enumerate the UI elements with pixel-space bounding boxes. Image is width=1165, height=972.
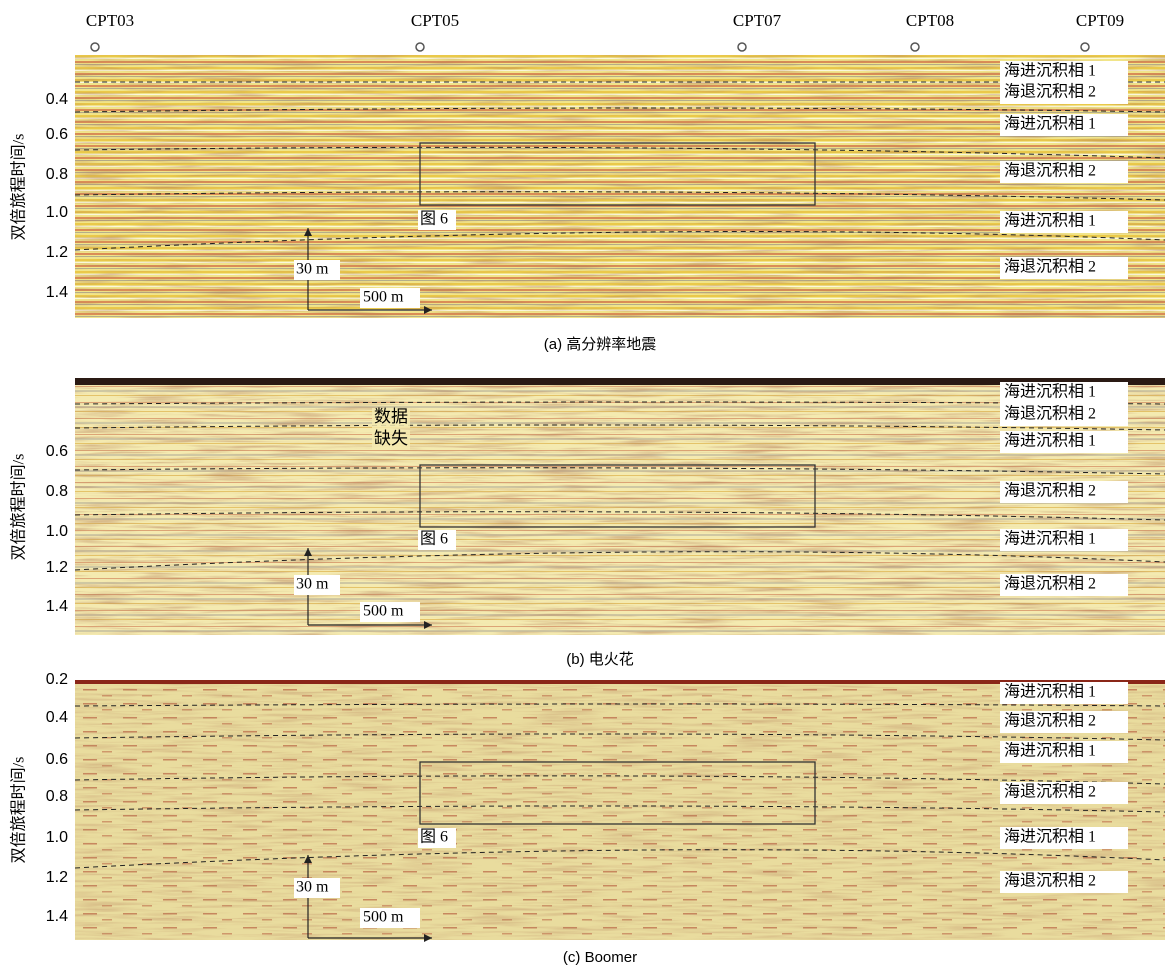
y-axis-label: 双倍旅程时间/s bbox=[10, 757, 28, 864]
y-tick-label: 0.4 bbox=[46, 91, 68, 108]
facies-label: 海退沉积相 2 bbox=[1004, 258, 1096, 276]
y-axis-label: 双倍旅程时间/s bbox=[10, 134, 28, 241]
facies-label: 海进沉积相 1 bbox=[1004, 212, 1096, 230]
y-tick-label: 0.4 bbox=[46, 709, 68, 726]
horizontal-scale-label: 500 m bbox=[363, 909, 404, 926]
facies-label: 海退沉积相 2 bbox=[1004, 872, 1096, 890]
data-gap-label: 缺失 bbox=[374, 429, 408, 448]
box-label: 图 6 bbox=[420, 531, 448, 548]
y-tick-label: 1.0 bbox=[46, 829, 68, 846]
panel-caption: (c) Boomer bbox=[563, 949, 637, 966]
facies-label: 海退沉积相 2 bbox=[1004, 83, 1096, 101]
cpt-label: CPT03 bbox=[86, 11, 134, 30]
y-tick-label: 1.0 bbox=[46, 204, 68, 221]
cpt-label: CPT08 bbox=[906, 11, 954, 30]
horizontal-scale-label: 500 m bbox=[363, 603, 404, 620]
y-tick-label: 0.6 bbox=[46, 126, 68, 143]
y-tick-label: 0.2 bbox=[46, 671, 68, 688]
cpt-marker bbox=[1081, 43, 1089, 51]
data-gap-label: 数据 bbox=[374, 407, 408, 426]
y-tick-label: 1.2 bbox=[46, 869, 68, 886]
y-tick-label: 0.8 bbox=[46, 483, 68, 500]
facies-label: 海进沉积相 1 bbox=[1004, 683, 1096, 701]
y-axis-label: 双倍旅程时间/s bbox=[10, 454, 28, 561]
facies-label: 海进沉积相 1 bbox=[1004, 383, 1096, 401]
facies-label: 海退沉积相 2 bbox=[1004, 405, 1096, 423]
y-tick-label: 0.8 bbox=[46, 166, 68, 183]
horizontal-scale-label: 500 m bbox=[363, 289, 404, 306]
facies-label: 海退沉积相 2 bbox=[1004, 783, 1096, 801]
y-tick-label: 1.4 bbox=[46, 284, 68, 301]
facies-label: 海进沉积相 1 bbox=[1004, 828, 1096, 846]
facies-label: 海进沉积相 1 bbox=[1004, 432, 1096, 450]
panels: 双倍旅程时间/s 0.4 0.6 0.8 1.0 1.2 1.4 海进沉积相 1 海退沉积相 2… bbox=[10, 55, 1165, 966]
cpt-labels: CPT03 CPT05 CPT07 CPT08 CPT09 bbox=[86, 11, 1124, 51]
facies-label: 海退沉积相 2 bbox=[1004, 482, 1096, 500]
vertical-scale-label: 30 m bbox=[296, 261, 329, 278]
cpt-marker bbox=[416, 43, 424, 51]
cpt-marker bbox=[911, 43, 919, 51]
facies-label: 海退沉积相 2 bbox=[1004, 712, 1096, 730]
facies-label: 海进沉积相 1 bbox=[1004, 62, 1096, 80]
y-tick-label: 1.4 bbox=[46, 598, 68, 615]
cpt-label: CPT09 bbox=[1076, 11, 1124, 30]
facies-label: 海进沉积相 1 bbox=[1004, 742, 1096, 760]
facies-label: 海退沉积相 2 bbox=[1004, 162, 1096, 180]
y-tick-label: 1.4 bbox=[46, 908, 68, 925]
box-label: 图 6 bbox=[420, 829, 448, 846]
panel: 双倍旅程时间/s 0.6 0.8 1.0 1.2 1.4 海进沉积相 1 海退沉积相 2 海进沉… bbox=[10, 378, 1165, 668]
panel-caption: (a) 高分辨率地震 bbox=[544, 336, 657, 353]
y-tick-label: 1.2 bbox=[46, 244, 68, 261]
panel: 双倍旅程时间/s 0.2 0.4 0.6 0.8 1.0 1.2 1.4 海进沉积相 1 海退沉积… bbox=[10, 671, 1165, 966]
box-label: 图 6 bbox=[420, 211, 448, 228]
cpt-marker bbox=[91, 43, 99, 51]
panel-caption: (b) 电火花 bbox=[566, 651, 634, 668]
vertical-scale-label: 30 m bbox=[296, 879, 329, 896]
cpt-label: CPT05 bbox=[411, 11, 459, 30]
cpt-label: CPT07 bbox=[733, 11, 782, 30]
facies-label: 海进沉积相 1 bbox=[1004, 115, 1096, 133]
y-tick-label: 0.8 bbox=[46, 788, 68, 805]
facies-label: 海退沉积相 2 bbox=[1004, 575, 1096, 593]
panel: 双倍旅程时间/s 0.4 0.6 0.8 1.0 1.2 1.4 海进沉积相 1 海退沉积相 2… bbox=[10, 55, 1165, 353]
y-tick-label: 1.2 bbox=[46, 559, 68, 576]
figure: CPT03 CPT05 CPT07 CPT08 CPT09 双倍旅程时间/s 0.4 0.6… bbox=[0, 0, 1165, 972]
vertical-scale-label: 30 m bbox=[296, 576, 329, 593]
cpt-marker bbox=[738, 43, 746, 51]
y-tick-label: 0.6 bbox=[46, 443, 68, 460]
y-tick-label: 1.0 bbox=[46, 523, 68, 540]
facies-label: 海进沉积相 1 bbox=[1004, 530, 1096, 548]
y-tick-label: 0.6 bbox=[46, 751, 68, 768]
